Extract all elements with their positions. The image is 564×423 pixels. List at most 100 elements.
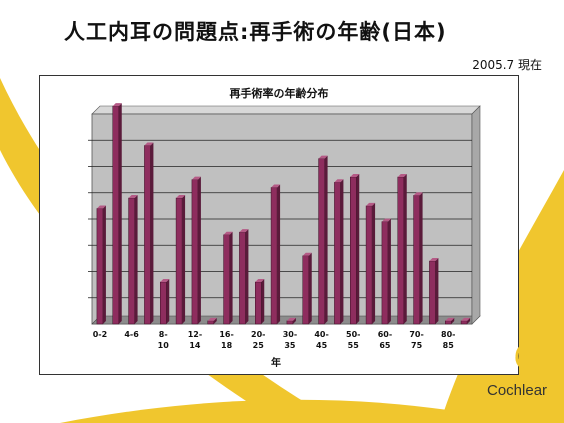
bar-side	[435, 258, 439, 324]
grid-lines	[88, 139, 472, 299]
bar-top	[96, 205, 106, 209]
bar-side	[102, 205, 106, 324]
plot-top-edge	[91, 105, 481, 115]
x-tick-label: 20-25	[251, 330, 265, 350]
chart-title: 再手術率の年齢分布	[229, 87, 329, 100]
bar-30-35	[286, 317, 296, 325]
bar-66	[397, 174, 407, 325]
date-note: 2005.7 現在	[472, 58, 542, 72]
bar-top	[381, 218, 391, 222]
x-tick-line2: 65	[379, 341, 391, 350]
bar-side	[229, 231, 233, 324]
bar-front	[397, 176, 404, 325]
x-tick-line1: 60-	[378, 330, 392, 339]
bar-front	[160, 281, 167, 325]
x-tick-line2: 10	[158, 341, 170, 350]
bar-front	[460, 320, 468, 325]
logo-text: Cochlear	[487, 382, 548, 399]
bar-top	[334, 179, 344, 183]
x-tick-label: 16-18	[219, 330, 233, 350]
bar-side	[292, 317, 296, 324]
bar-top	[445, 317, 455, 321]
x-tick-line2: 85	[443, 341, 455, 350]
bar-side	[372, 202, 376, 324]
x-tick-line2: 18	[221, 341, 233, 350]
bar-60-65	[381, 218, 391, 325]
bar-11	[175, 195, 186, 325]
bar-front	[350, 176, 357, 325]
bar-side	[277, 184, 281, 324]
bar-76	[429, 258, 439, 325]
bar-side	[387, 218, 391, 324]
bar-chart: 0-2 4-6 8-1012-1416-1820-2530-3540-4550-55…	[88, 103, 481, 369]
bar-side	[197, 176, 201, 324]
bar-front	[223, 234, 230, 325]
bar-side	[261, 279, 265, 324]
bar-top	[176, 195, 186, 198]
x-tick-label: 12-14	[188, 330, 202, 350]
bar-front	[318, 158, 325, 325]
x-tick-line1: 4-6	[124, 330, 139, 339]
bar-80-85	[445, 317, 455, 325]
bar-top	[255, 279, 265, 282]
bar-front	[270, 187, 278, 325]
bar-top	[223, 231, 233, 235]
bar-side	[467, 317, 471, 324]
x-tick-line1: 20-	[251, 330, 265, 339]
bar-front	[286, 320, 294, 325]
x-tick-label: 30-35	[283, 330, 297, 350]
x-tick-line1: 50-	[346, 330, 360, 339]
bar-series	[96, 103, 471, 325]
bar-front	[429, 260, 436, 325]
bar-40-45	[318, 155, 328, 325]
bar-7	[144, 142, 154, 325]
bar-side	[308, 252, 312, 324]
x-tick-label: 4-6	[124, 330, 139, 339]
bar-46	[334, 179, 344, 325]
bar-front	[207, 320, 214, 325]
bar-side	[356, 174, 360, 324]
x-tick-line2: 14	[189, 341, 201, 350]
bar-36	[302, 252, 312, 325]
bar-top	[429, 258, 439, 261]
bar-top	[286, 317, 296, 321]
bar-side	[340, 179, 344, 324]
bar-top	[397, 174, 407, 177]
bar-front	[302, 255, 309, 325]
bar-front	[334, 182, 341, 325]
plot-side-wall	[471, 105, 481, 325]
bar-front	[96, 208, 104, 325]
x-tick-line2: 35	[284, 341, 296, 350]
x-tick-label: 50-55	[346, 330, 360, 350]
bar-top	[350, 174, 360, 177]
bar-top	[160, 279, 170, 282]
bar-86	[460, 317, 471, 325]
bar-side	[150, 142, 154, 324]
x-tick-line1: 70-	[409, 330, 423, 339]
x-tick-line1: 0-2	[93, 330, 107, 339]
bar-top	[128, 195, 138, 198]
bar-19	[239, 229, 249, 325]
bar-front	[112, 105, 119, 325]
bar-top	[207, 317, 217, 321]
x-tick-label: 0-2	[93, 330, 107, 339]
x-tick-line1: 40-	[314, 330, 328, 339]
x-tick-line2: 45	[316, 341, 328, 350]
bar-20-25	[255, 279, 265, 325]
x-tick-line1: 30-	[283, 330, 297, 339]
bar-front	[239, 231, 246, 325]
bar-top	[366, 202, 376, 206]
bar-front	[365, 205, 373, 325]
x-tick-label: 80-85	[441, 330, 455, 350]
bar-front	[191, 179, 199, 325]
bar-26	[270, 184, 281, 325]
bar-side	[451, 317, 455, 324]
bar-side	[419, 192, 423, 324]
x-tick-line2: 55	[348, 341, 360, 350]
bar-side	[324, 155, 328, 324]
x-tick-label: 70-75	[409, 330, 423, 350]
bar-front	[175, 197, 183, 325]
page-title: 人工内耳の問題点:再手術の年齢(日本)	[64, 20, 447, 44]
bar-50-55	[350, 174, 360, 325]
bar-4-6	[128, 195, 138, 325]
